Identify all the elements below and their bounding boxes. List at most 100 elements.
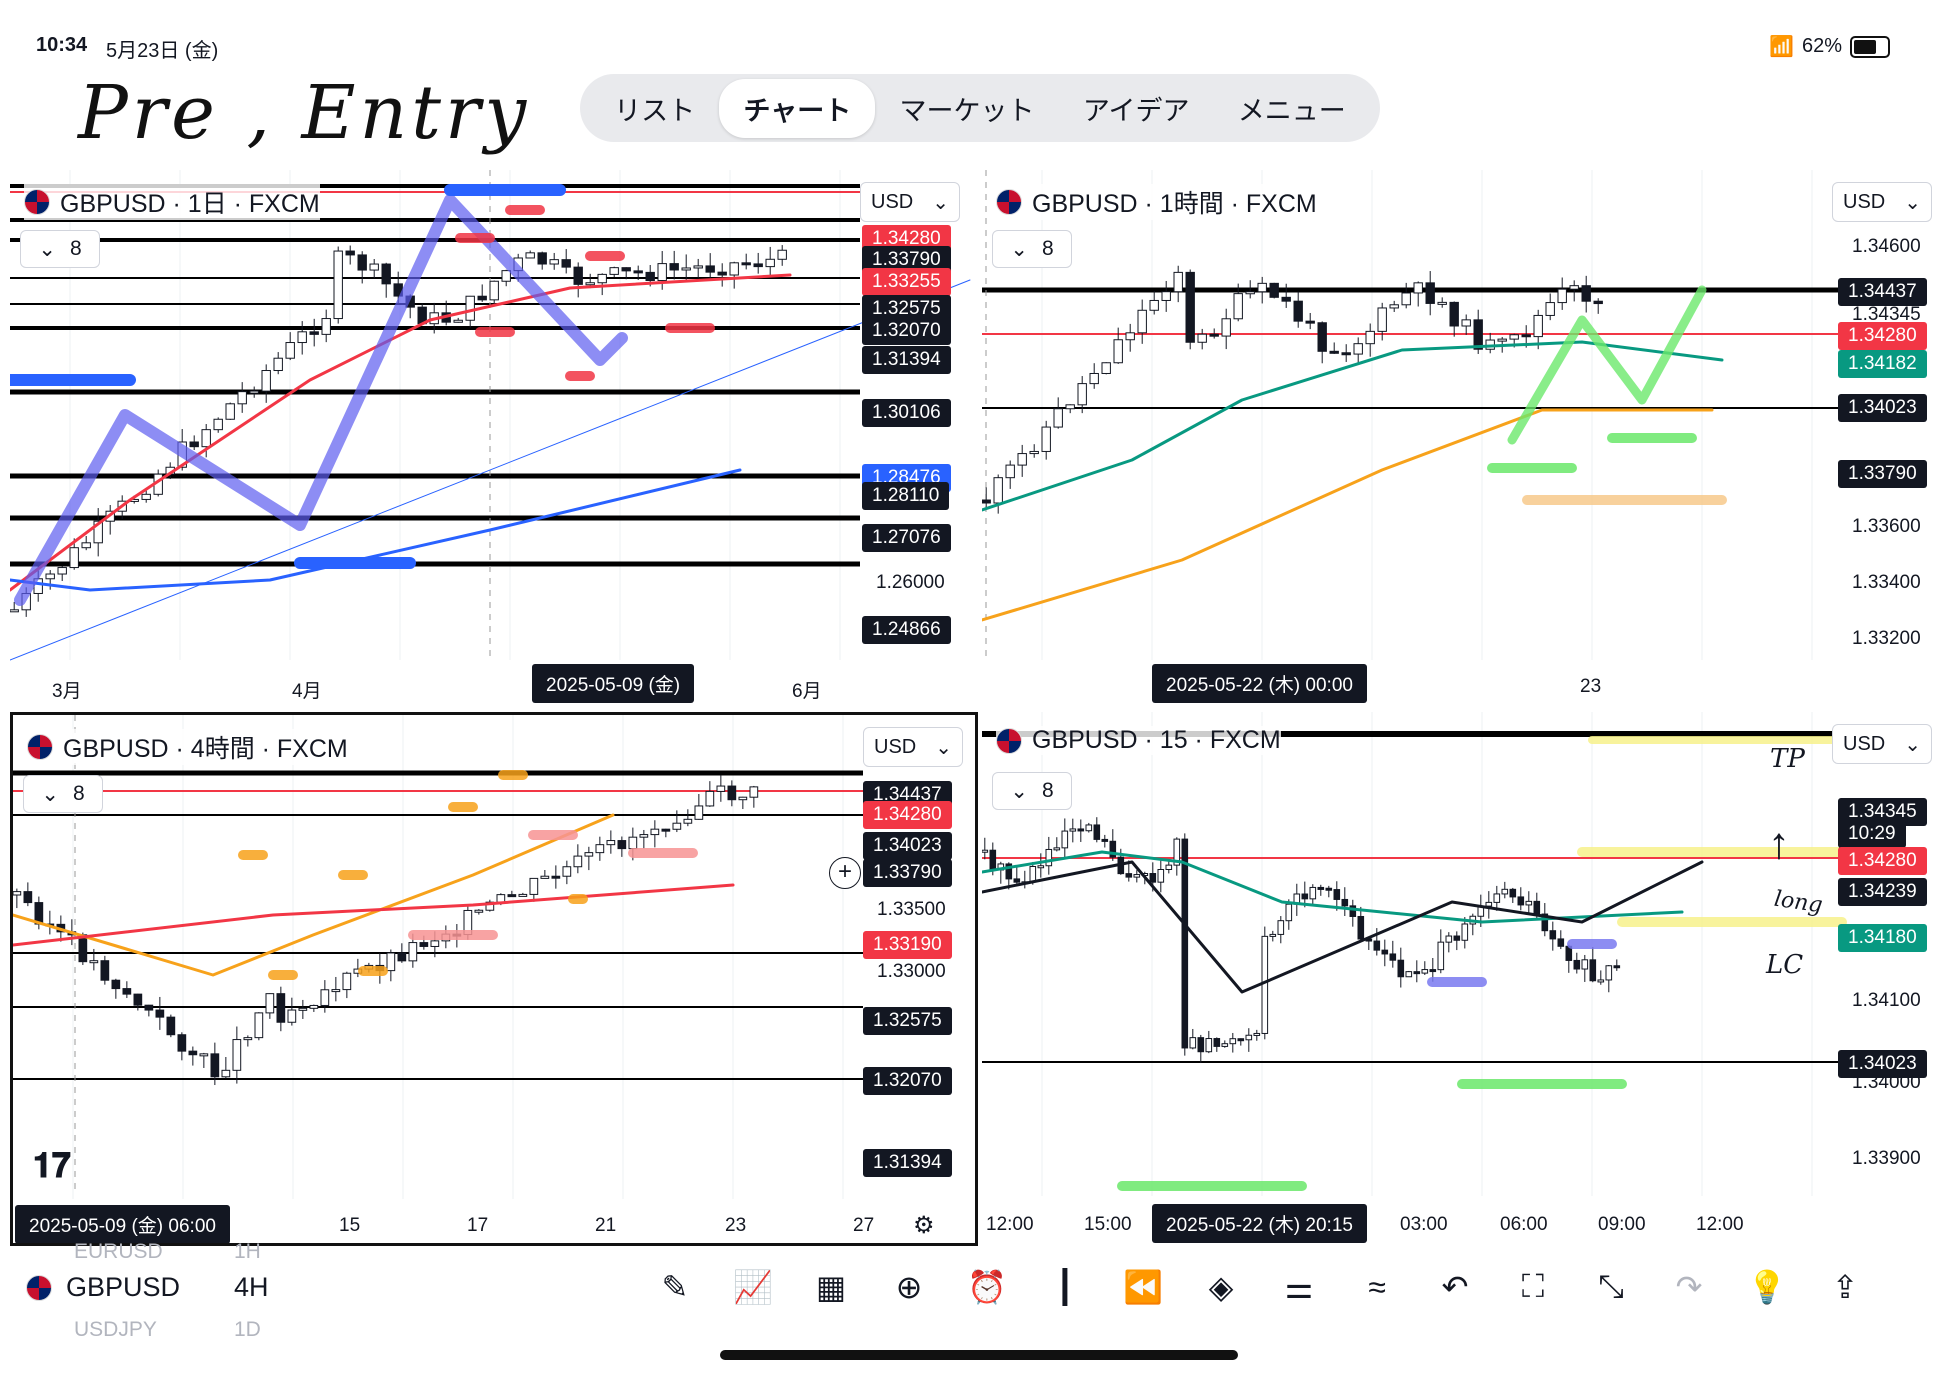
price-axis-label: 1.34600 xyxy=(1852,236,1921,257)
tradingview-logo: 𝟏𝟕 xyxy=(33,1147,71,1185)
candle-body xyxy=(609,267,619,275)
price-label: 1.33255 xyxy=(862,268,951,296)
add-icon[interactable]: + xyxy=(829,857,861,889)
tab-list[interactable]: リスト xyxy=(614,95,696,126)
price-label: 1.34182 xyxy=(1838,350,1927,378)
chart-pane-4h[interactable]: GBPUSD · 4時間 · FXCM USD ⌄ ⌄ 8 1.34437 1.34… xyxy=(10,712,978,1246)
undo-icon[interactable]: ↶ xyxy=(1441,1269,1469,1305)
indicator-toggle[interactable]: ⌄ 8 xyxy=(23,775,103,813)
alert-icon[interactable]: ⏰ xyxy=(967,1269,1007,1305)
currency-select[interactable]: USD ⌄ xyxy=(1832,724,1932,764)
candle-body xyxy=(13,891,22,896)
time-axis-label: 17 xyxy=(467,1215,489,1236)
share-icon[interactable]: ⇪ xyxy=(1831,1269,1859,1305)
indicator-toggle[interactable]: ⌄ 8 xyxy=(992,230,1072,268)
chart-canvas[interactable] xyxy=(10,170,972,710)
status-right: 📶 62% xyxy=(1769,34,1890,59)
currency-select[interactable]: USD ⌄ xyxy=(860,182,960,222)
indicator-toggle[interactable]: ⌄ 8 xyxy=(992,772,1072,810)
timeframe-selector[interactable]: 4H xyxy=(234,1272,269,1302)
indicators-icon[interactable]: 📈 xyxy=(733,1269,773,1305)
candle-body xyxy=(45,573,55,580)
bar-style-icon[interactable]: ┃ xyxy=(1055,1269,1075,1305)
candle-body xyxy=(1449,301,1459,327)
candle-body xyxy=(741,262,751,266)
time-axis-label: 15:00 xyxy=(1084,1214,1132,1235)
battery-icon xyxy=(1850,35,1890,58)
chevron-down-icon: ⌄ xyxy=(935,736,952,759)
symbol-selector[interactable]: GBPUSD xyxy=(26,1272,180,1303)
candle-body xyxy=(1473,319,1483,350)
indicator-toggle[interactable]: ⌄ 8 xyxy=(20,230,100,268)
candle-body xyxy=(1453,935,1461,941)
candle-body xyxy=(989,849,997,871)
chart-canvas[interactable] xyxy=(982,170,1944,710)
tab-market[interactable]: マーケット xyxy=(899,95,1035,126)
candle-body xyxy=(639,834,649,838)
currency-select[interactable]: USD ⌄ xyxy=(1832,182,1932,222)
time-axis-label: 23 xyxy=(725,1215,747,1236)
fullscreen-icon[interactable]: ⛶ xyxy=(1521,1268,1545,1304)
expand-icon[interactable]: ⤡ xyxy=(1598,1268,1624,1304)
candle-body xyxy=(93,520,103,544)
candle-body xyxy=(1205,1038,1213,1053)
candle-body xyxy=(549,259,559,265)
redo-icon[interactable]: ↷ xyxy=(1675,1269,1703,1305)
drawing-icon[interactable]: ≈ xyxy=(1368,1268,1386,1305)
candle-body xyxy=(166,1016,176,1036)
settings-icon[interactable]: ⚙ xyxy=(913,1212,935,1239)
price-label: 1.34023 xyxy=(1838,394,1927,422)
battery-percent: 62% xyxy=(1801,35,1842,57)
candle-body xyxy=(1285,903,1293,922)
ghost-timeframe-above: 1H xyxy=(234,1240,261,1263)
candle-body xyxy=(1173,271,1183,293)
price-label: 1.32575 xyxy=(863,1007,952,1035)
candle-body xyxy=(717,271,727,276)
candle-body xyxy=(1069,828,1077,832)
candle-body xyxy=(657,263,667,282)
candle-body xyxy=(221,1069,231,1078)
candle-body xyxy=(1461,319,1471,327)
ma-orange xyxy=(13,813,615,977)
replay-icon[interactable]: ⏪ xyxy=(1123,1269,1163,1305)
candle-body xyxy=(133,993,143,1006)
chart-pane-1h[interactable]: GBPUSD · 1時間 · FXCM USD ⌄ ⌄ 8 1.34600 1.34… xyxy=(982,170,1944,710)
tab-ideas[interactable]: アイデア xyxy=(1082,95,1190,126)
ma-green xyxy=(982,850,1684,924)
candle-body xyxy=(265,993,275,1014)
currency-select[interactable]: USD ⌄ xyxy=(863,727,963,767)
layers-icon[interactable]: ◈ xyxy=(1208,1269,1234,1305)
candle-body xyxy=(1061,830,1069,849)
chart-pane-daily[interactable]: GBPUSD · 1日 · FXCM USD ⌄ ⌄ 8 1.34280 1.337… xyxy=(10,170,972,710)
add-icon[interactable]: ⊕ xyxy=(895,1269,923,1305)
candle-body xyxy=(297,331,307,344)
tab-chart[interactable]: チャート xyxy=(719,78,876,138)
chart-pane-15m[interactable]: GBPUSD · 15 · FXCM USD ⌄ ⌄ 8 1.34345 10:29… xyxy=(982,712,1944,1246)
bulb-icon[interactable]: 💡 xyxy=(1747,1269,1787,1305)
candle-body xyxy=(1253,1032,1261,1036)
home-indicator xyxy=(720,1350,1238,1360)
candle-body xyxy=(474,909,484,913)
pen-icon[interactable]: ✎ xyxy=(661,1269,689,1305)
pane-title: GBPUSD · 4時間 · FXCM xyxy=(27,729,348,765)
price-label: 1.24866 xyxy=(862,616,951,644)
candle-body xyxy=(1573,959,1581,970)
candle-body xyxy=(1437,301,1447,305)
price-label: 1.28110 xyxy=(862,482,950,510)
candle-body xyxy=(465,295,475,321)
candle-body xyxy=(1181,838,1189,1049)
candle-body xyxy=(1605,965,1613,981)
price-axis-label: 1.33200 xyxy=(1852,628,1921,649)
chart-canvas[interactable] xyxy=(13,715,978,1246)
price-countdown: 10:29 xyxy=(1838,820,1906,848)
candle-body xyxy=(1597,979,1605,983)
candle-body xyxy=(1461,923,1469,941)
ma-black xyxy=(982,860,1704,994)
flag-icon xyxy=(996,727,1022,754)
settings-icon[interactable]: ⚌ xyxy=(1284,1269,1314,1305)
candle-body xyxy=(261,370,271,392)
time-axis-label: 03:00 xyxy=(1400,1214,1448,1235)
layout-icon[interactable]: ▦ xyxy=(815,1269,847,1305)
tab-menu[interactable]: メニュー xyxy=(1237,95,1346,126)
candle-body xyxy=(1589,959,1597,982)
